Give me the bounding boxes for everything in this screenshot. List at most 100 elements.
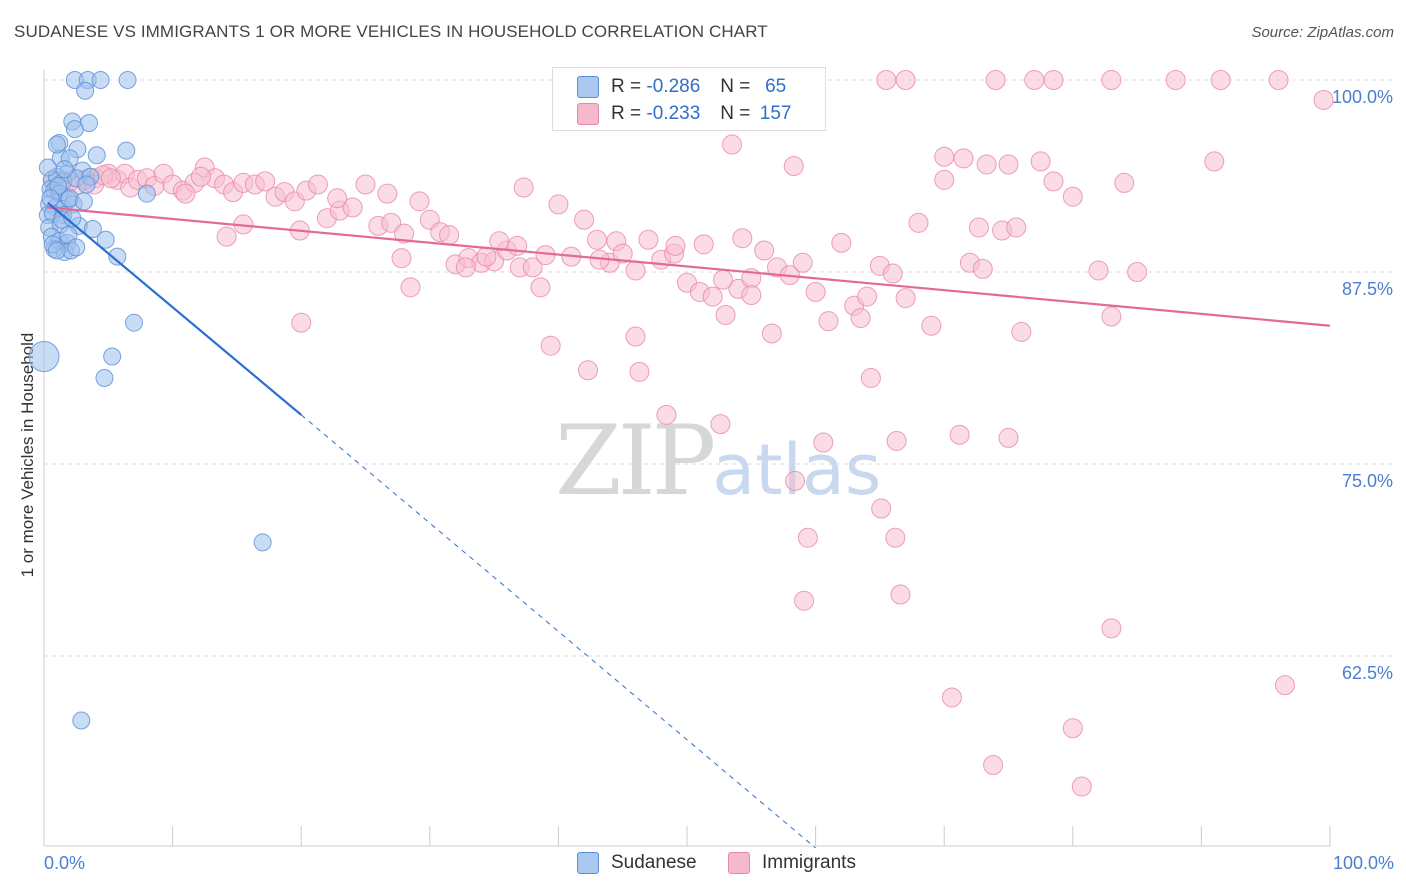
- immigrants-point: [476, 246, 497, 267]
- immigrants-point: [391, 248, 412, 269]
- immigrants-point: [885, 527, 906, 548]
- immigrants-point: [722, 134, 743, 155]
- immigrants-point: [886, 430, 907, 451]
- immigrants-trend-line: [47, 206, 1331, 327]
- immigrants-point: [342, 197, 363, 218]
- immigrants-point: [1101, 618, 1122, 639]
- sudanese-point: [28, 340, 60, 372]
- immigrants-point: [255, 171, 276, 192]
- immigrants-point: [871, 498, 892, 519]
- immigrants-point: [850, 308, 871, 329]
- immigrants-point: [577, 360, 598, 381]
- legend-r-label: R =: [611, 103, 642, 124]
- immigrants-point: [175, 183, 196, 204]
- legend-row-immigrants: R = -0.233 N = 157: [577, 101, 796, 127]
- immigrants-point: [394, 223, 415, 244]
- immigrants-point: [797, 527, 818, 548]
- watermark: ZIPatlas: [555, 405, 881, 517]
- y-tick-label: 100.0%: [1332, 87, 1393, 107]
- immigrants-point: [1127, 262, 1148, 282]
- immigrants-point: [1101, 70, 1122, 90]
- sudanese-n-value: 65: [765, 76, 787, 97]
- immigrants-point: [783, 156, 804, 177]
- legend-item-sudanese[interactable]: Sudanese: [577, 852, 697, 874]
- immigrants-point: [882, 263, 903, 284]
- sudanese-point: [72, 711, 91, 730]
- immigrants-point: [190, 166, 211, 187]
- immigrants-point: [710, 414, 731, 435]
- immigrants-legend-label: Immigrants: [762, 852, 856, 873]
- immigrants-point: [972, 258, 993, 279]
- legend-row-sudanese: R = -0.286 N = 65: [577, 74, 796, 100]
- immigrants-point: [785, 470, 806, 491]
- sudanese-swatch: [577, 76, 599, 98]
- watermark-atlas: atlas: [712, 429, 882, 511]
- immigrants-point: [1101, 306, 1122, 327]
- immigrants-point: [100, 168, 121, 189]
- immigrants-point: [941, 687, 962, 708]
- immigrants-point: [998, 427, 1019, 448]
- immigrants-n-value: 157: [759, 103, 792, 124]
- immigrants-point: [507, 235, 528, 256]
- immigrants-point: [968, 217, 989, 238]
- sudanese-point: [253, 533, 272, 552]
- sudanese-point: [91, 71, 110, 89]
- sudanese-point: [83, 219, 102, 238]
- sudanese-point: [65, 120, 84, 139]
- immigrants-point: [1062, 718, 1083, 739]
- immigrants-point: [732, 228, 753, 249]
- series-legend: Sudanese Immigrants: [0, 852, 1406, 878]
- legend-r-label: R =: [611, 76, 642, 97]
- legend-item-immigrants[interactable]: Immigrants: [728, 852, 856, 874]
- immigrants-point: [400, 277, 421, 298]
- y-tick-label: 87.5%: [1342, 279, 1393, 299]
- immigrants-point: [548, 194, 569, 215]
- sudanese-point: [103, 347, 122, 366]
- immigrants-point: [895, 70, 916, 90]
- x-tick-max: 100.0%: [1332, 853, 1394, 873]
- immigrants-point: [934, 146, 955, 167]
- immigrants-point: [665, 235, 686, 256]
- y-tick-label: 62.5%: [1342, 663, 1393, 683]
- immigrants-point: [1204, 151, 1225, 172]
- immigrants-point: [409, 191, 430, 212]
- immigrants-point: [530, 277, 551, 298]
- immigrants-point: [794, 590, 815, 611]
- immigrants-point: [439, 225, 460, 246]
- immigrants-point: [976, 154, 997, 175]
- immigrants-point: [1011, 321, 1032, 342]
- immigrants-point: [307, 174, 328, 195]
- immigrants-r-value: -0.233: [646, 103, 701, 124]
- immigrants-point: [818, 311, 839, 332]
- immigrants-point: [1062, 186, 1083, 207]
- immigrants-point: [693, 234, 714, 255]
- sudanese-point: [137, 184, 156, 203]
- immigrants-point: [1071, 776, 1092, 797]
- sudanese-point: [47, 135, 66, 154]
- immigrants-point: [895, 288, 916, 309]
- immigrants-point: [1165, 70, 1186, 90]
- immigrants-point: [998, 154, 1019, 175]
- immigrants-point: [908, 212, 929, 233]
- immigrants-point: [713, 269, 734, 290]
- immigrants-point: [381, 212, 402, 233]
- source-label: Source: ZipAtlas.com: [1251, 24, 1394, 41]
- immigrants-point: [1210, 70, 1231, 90]
- sudanese-point: [96, 230, 115, 249]
- immigrants-point: [656, 404, 677, 425]
- sudanese-point: [117, 141, 136, 160]
- legend-n-label: N =: [720, 76, 751, 97]
- immigrants-point: [813, 432, 834, 453]
- immigrants-point: [953, 148, 974, 169]
- immigrants-point: [1006, 217, 1027, 238]
- sudanese-point: [67, 238, 86, 257]
- immigrants-point: [513, 177, 534, 198]
- immigrants-point: [1088, 260, 1109, 281]
- immigrants-point: [1268, 70, 1289, 90]
- immigrants-point: [983, 755, 1004, 776]
- immigrants-point: [638, 229, 659, 250]
- immigrants-point: [540, 335, 561, 356]
- immigrants-point: [1024, 70, 1045, 90]
- immigrants-point: [625, 326, 646, 347]
